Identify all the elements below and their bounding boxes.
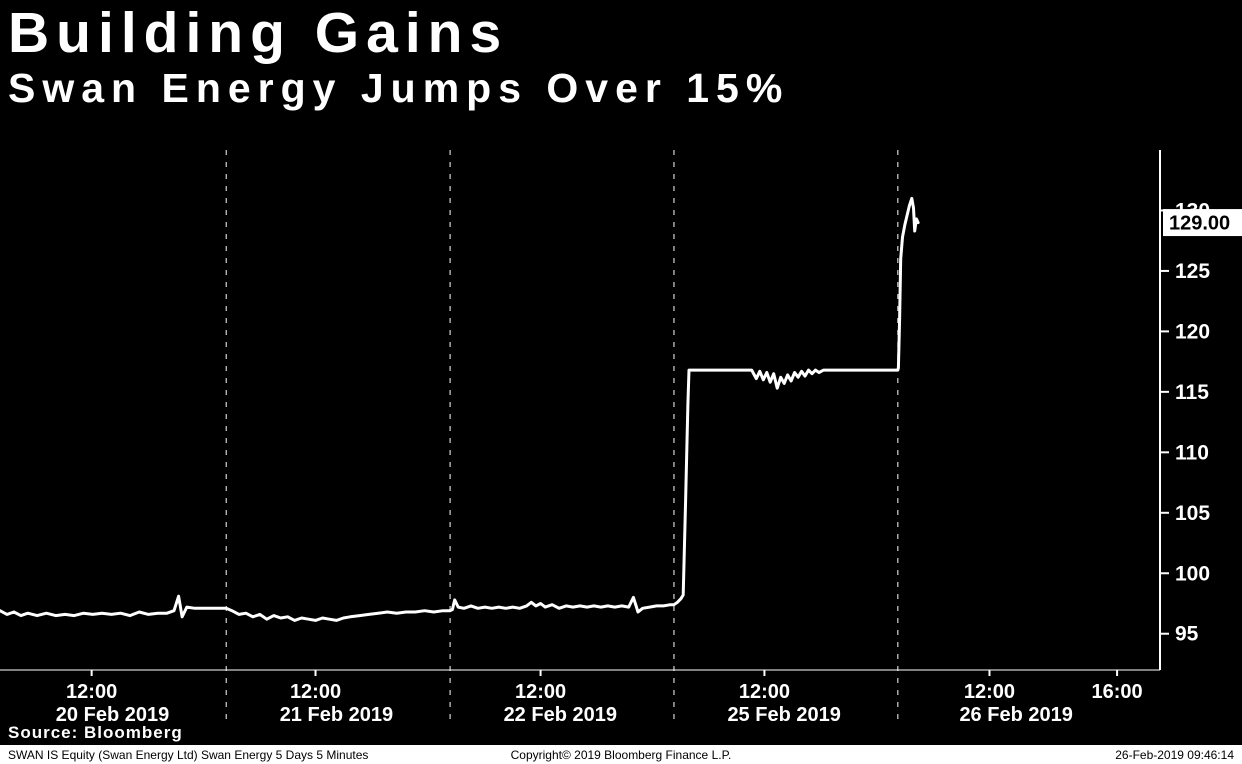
x-axis-time-label: 12:00 [739,681,790,703]
chart-subtitle: Swan Energy Jumps Over 15% [8,64,790,111]
footer-security-info: SWAN IS Equity (Swan Energy Ltd) Swan En… [8,747,369,762]
x-axis-date-label: 20 Feb 2019 [56,704,169,724]
y-axis-tick-label: 125 [1175,260,1210,283]
x-axis-date-label: 25 Feb 2019 [727,704,840,724]
x-axis-time-label: 12:00 [66,681,117,703]
last-price-label: 129.00 [1169,213,1230,235]
y-axis-tick-label: 120 [1175,320,1210,343]
y-axis-tick-label: 95 [1175,623,1199,646]
footer-bar: SWAN IS Equity (Swan Energy Ltd) Swan En… [0,745,1242,764]
y-axis-tick-label: 100 [1175,562,1210,585]
x-axis-date-label: 22 Feb 2019 [504,704,617,724]
x-axis-time-label: 12:00 [964,681,1015,703]
footer-copyright: Copyright© 2019 Bloomberg Finance L.P. [510,747,732,762]
x-axis-time-label: 12:00 [290,681,341,703]
x-axis-date-label: 21 Feb 2019 [280,704,393,724]
price-chart: 9510010511011512012513012:0012:0012:0012… [0,150,1242,724]
y-axis-tick-label: 110 [1175,441,1209,464]
chart-title: Building Gains [8,1,509,65]
footer-timestamp: 26-Feb-2019 09:46:14 [1115,747,1234,762]
price-line [0,196,920,622]
x-axis-time-label: 12:00 [515,681,566,703]
x-axis-date-label: 26 Feb 2019 [959,704,1072,724]
y-axis-tick-label: 105 [1175,502,1210,525]
y-axis-tick-label: 115 [1175,381,1209,404]
source-label: Source: Bloomberg [8,723,183,742]
x-axis-time-label: 16:00 [1092,681,1143,703]
last-price-box [1163,209,1242,237]
title-block: Building Gains Swan Energy Jumps Over 15… [8,1,790,111]
